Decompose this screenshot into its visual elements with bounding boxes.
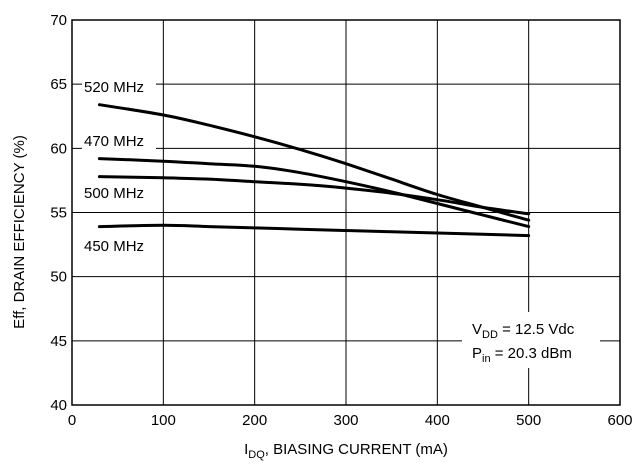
x-tick-label-400: 400 — [425, 412, 450, 429]
series-label-bg-520 — [82, 76, 156, 98]
series-layer — [97, 103, 531, 238]
series-line-500-mhz — [97, 175, 531, 216]
series-label-450-mhz: 450 MHz — [84, 238, 144, 255]
y-tick-label-65: 65 — [50, 76, 67, 93]
x-tick-label-200: 200 — [242, 412, 267, 429]
x-tick-label-100: 100 — [151, 412, 176, 429]
series-labels: 520 MHz 470 MHz 500 MHz 450 MHz — [82, 76, 156, 257]
series-label-bg-470 — [82, 130, 156, 152]
y-tick-label-45: 45 — [50, 333, 67, 350]
x-tick-label-500: 500 — [516, 412, 541, 429]
series-label-520-mhz: 520 MHz — [84, 79, 144, 96]
series-label-bg-450 — [82, 235, 156, 257]
y-tick-label-40: 40 — [50, 397, 67, 414]
y-axis-title: Eff, DRAIN EFFICIENCY (%) — [11, 135, 28, 329]
x-axis-title: IDQ, BIASING CURRENT (mA) — [244, 441, 448, 461]
conditions-annotation: VDD = 12.5 Vdc Pin = 20.3 dBm — [462, 312, 600, 368]
series-line-450-mhz — [97, 223, 531, 238]
y-tick-label-60: 60 — [50, 140, 67, 157]
annotation-bg — [462, 312, 600, 368]
x-tick-labels: 0 100 200 300 400 500 600 — [68, 412, 633, 429]
series-label-500-mhz: 500 MHz — [84, 185, 144, 202]
series-line-520-mhz — [97, 103, 531, 222]
annotation-vdd: VDD = 12.5 Vdc — [472, 321, 575, 341]
x-tick-label-0: 0 — [68, 412, 76, 429]
y-tick-labels: 40 45 50 55 60 65 70 — [50, 12, 67, 414]
annotation-pin: Pin = 20.3 dBm — [472, 345, 572, 365]
y-tick-label-55: 55 — [50, 205, 67, 222]
series-label-bg-500 — [82, 182, 156, 204]
y-tick-label-70: 70 — [50, 12, 67, 29]
x-tick-label-600: 600 — [607, 412, 632, 429]
series-line-470-mhz — [97, 157, 531, 229]
x-tick-label-300: 300 — [333, 412, 358, 429]
y-tick-label-50: 50 — [50, 269, 67, 286]
series-label-470-mhz: 470 MHz — [84, 133, 144, 150]
plot-frame — [71, 19, 621, 406]
